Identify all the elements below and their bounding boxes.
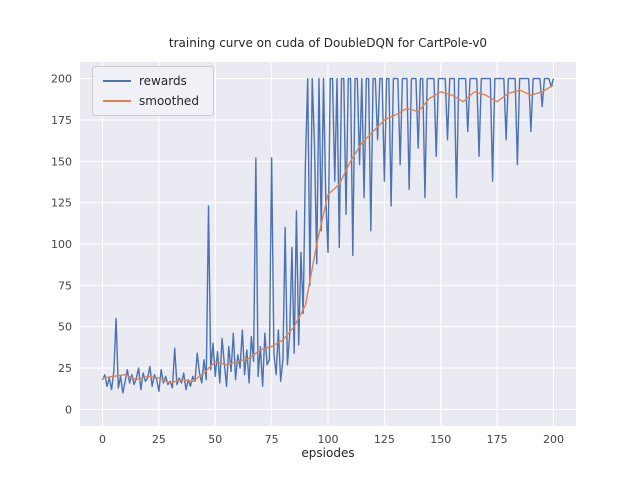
- legend: rewards smoothed: [92, 66, 214, 116]
- y-tick-label: 100: [51, 238, 72, 251]
- x-tick-label: 150: [430, 433, 451, 446]
- y-tick-label: 125: [51, 197, 72, 210]
- x-tick-label: 200: [543, 433, 564, 446]
- series-line-smoothed: [102, 84, 554, 384]
- legend-swatch-smoothed: [103, 100, 131, 102]
- x-tick-label: 175: [487, 433, 508, 446]
- x-tick-label: 0: [99, 433, 106, 446]
- x-tick-label: 25: [152, 433, 166, 446]
- y-tick-label: 50: [58, 321, 72, 334]
- chart-title: training curve on cuda of DoubleDQN for …: [168, 36, 488, 50]
- x-tick-label: 75: [265, 433, 279, 446]
- x-tick-label: 50: [208, 433, 222, 446]
- legend-item-rewards: rewards: [103, 74, 199, 88]
- x-axis-label: epsiodes: [301, 446, 355, 460]
- legend-swatch-rewards: [103, 80, 131, 82]
- legend-item-smoothed: smoothed: [103, 94, 199, 108]
- y-tick-label: 25: [58, 362, 72, 375]
- y-tick-label: 0: [65, 403, 72, 416]
- y-tick-label: 200: [51, 73, 72, 86]
- y-tick-label: 175: [51, 114, 72, 127]
- y-tick-label: 75: [58, 279, 72, 292]
- y-tick-label: 150: [51, 155, 72, 168]
- series-line-rewards: [101, 77, 555, 394]
- legend-label-rewards: rewards: [139, 74, 187, 88]
- legend-label-smoothed: smoothed: [139, 94, 199, 108]
- x-tick-label: 100: [318, 433, 339, 446]
- x-tick-label: 125: [374, 433, 395, 446]
